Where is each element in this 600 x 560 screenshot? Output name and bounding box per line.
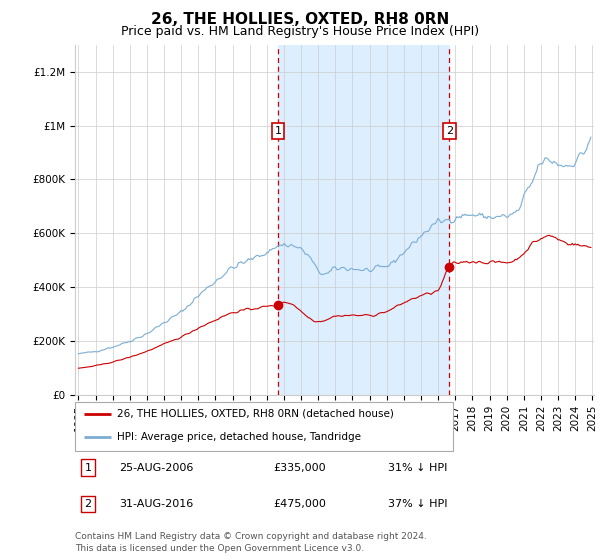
Text: Contains HM Land Registry data © Crown copyright and database right 2024.
This d: Contains HM Land Registry data © Crown c…	[75, 532, 427, 553]
Text: Price paid vs. HM Land Registry's House Price Index (HPI): Price paid vs. HM Land Registry's House …	[121, 25, 479, 38]
Text: £475,000: £475,000	[274, 499, 326, 509]
Text: 26, THE HOLLIES, OXTED, RH8 0RN: 26, THE HOLLIES, OXTED, RH8 0RN	[151, 12, 449, 27]
Text: 26, THE HOLLIES, OXTED, RH8 0RN (detached house): 26, THE HOLLIES, OXTED, RH8 0RN (detache…	[116, 409, 394, 419]
Text: HPI: Average price, detached house, Tandridge: HPI: Average price, detached house, Tand…	[116, 432, 361, 442]
Text: 25-AUG-2006: 25-AUG-2006	[119, 463, 194, 473]
Text: £335,000: £335,000	[274, 463, 326, 473]
Text: 1: 1	[85, 463, 92, 473]
Text: 31-AUG-2016: 31-AUG-2016	[119, 499, 194, 509]
Text: 1: 1	[274, 126, 281, 136]
Text: 31% ↓ HPI: 31% ↓ HPI	[388, 463, 448, 473]
FancyBboxPatch shape	[75, 402, 453, 451]
Text: 37% ↓ HPI: 37% ↓ HPI	[388, 499, 448, 509]
Text: 2: 2	[85, 499, 92, 509]
Bar	[278, 45, 449, 395]
Text: 2: 2	[446, 126, 453, 136]
